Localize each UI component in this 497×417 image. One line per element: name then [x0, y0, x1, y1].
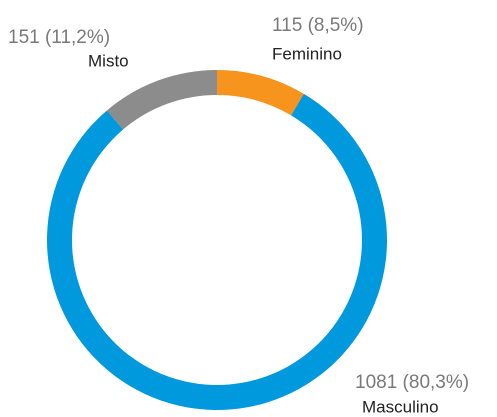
donut-segment [217, 70, 304, 116]
category-label: Misto [88, 51, 129, 70]
category-label: Feminino [272, 44, 342, 63]
value-label: 1081 (80,3%) [355, 372, 469, 393]
value-label: 151 (11,2%) [8, 27, 110, 48]
donut-segment [46, 93, 387, 410]
category-label: Masculino [362, 397, 439, 416]
donut-segment [106, 70, 217, 130]
value-label: 115 (8,5%) [272, 15, 364, 36]
